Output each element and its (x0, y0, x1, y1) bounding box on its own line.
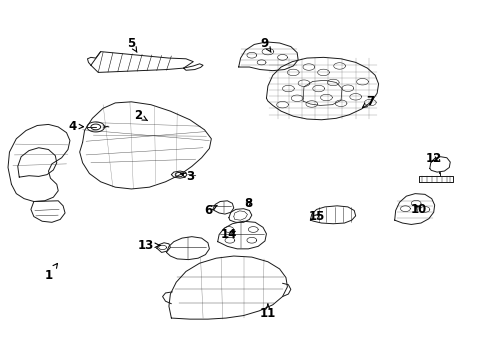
Text: 7: 7 (362, 95, 374, 108)
Text: 1: 1 (44, 264, 58, 282)
Text: 8: 8 (244, 197, 252, 210)
Text: 5: 5 (127, 36, 137, 52)
Text: 11: 11 (259, 304, 275, 320)
Text: 10: 10 (410, 203, 427, 216)
Text: 13: 13 (138, 239, 160, 252)
Text: 14: 14 (220, 228, 237, 241)
Text: 12: 12 (425, 152, 441, 165)
Text: 4: 4 (69, 120, 83, 133)
Text: 2: 2 (134, 109, 147, 122)
Text: 9: 9 (260, 36, 270, 52)
Text: 3: 3 (180, 170, 194, 183)
Text: 6: 6 (203, 204, 217, 217)
Text: 15: 15 (308, 210, 324, 223)
